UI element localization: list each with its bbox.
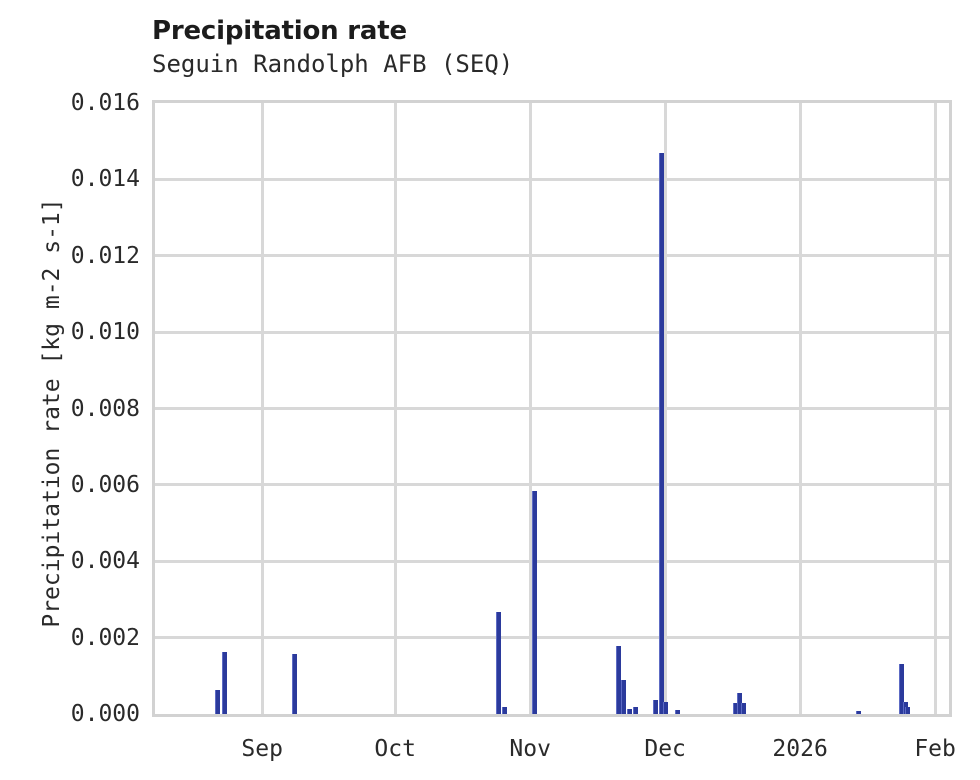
- gridline-vertical: [798, 103, 802, 714]
- gridline-vertical: [933, 103, 937, 714]
- gridline-vertical: [393, 103, 397, 714]
- x-axis-tick-label: Nov: [509, 736, 551, 762]
- y-axis-tick-label: 0.006: [70, 471, 140, 498]
- gridline-vertical: [663, 103, 667, 714]
- y-axis-label: Precipitation rate [kg m-2 s-1]: [39, 198, 65, 628]
- gridline-vertical: [528, 103, 532, 714]
- gridline-vertical: [260, 103, 264, 714]
- bar: [653, 699, 659, 714]
- bar: [215, 690, 221, 714]
- bar: [502, 707, 508, 714]
- gridline-horizontal: [155, 254, 949, 258]
- chart-subtitle: Seguin Randolph AFB (SEQ): [152, 50, 514, 78]
- bar: [222, 652, 228, 714]
- gridline-horizontal: [155, 559, 949, 563]
- x-axis-tick-label: Dec: [644, 736, 686, 762]
- y-axis-tick-label: 0.014: [70, 166, 140, 193]
- bar: [855, 711, 861, 714]
- bar: [532, 490, 538, 714]
- bar: [621, 679, 627, 714]
- x-axis-tick-label: Oct: [374, 736, 416, 762]
- y-axis-tick-label: 0.004: [70, 548, 140, 575]
- bar: [627, 708, 633, 714]
- bar: [633, 706, 639, 714]
- y-axis-ticks: 0.000 0.002 0.004 0.006 0.008 0.010 0.012 0.014…: [0, 0, 140, 780]
- bar: [496, 611, 502, 714]
- gridline-horizontal: [155, 483, 949, 487]
- y-axis-tick-label: 0.010: [70, 319, 140, 346]
- x-axis-tick-label: Sep: [241, 736, 283, 762]
- gridline-horizontal: [155, 407, 949, 410]
- y-axis-tick-label: 0.012: [70, 242, 140, 269]
- x-axis-tick-label: Feb: [914, 736, 956, 762]
- x-axis-tick-label: 2026: [772, 736, 828, 762]
- bar: [291, 654, 297, 714]
- bar: [899, 664, 905, 714]
- bar: [675, 709, 681, 714]
- page-title: Precipitation rate: [152, 16, 407, 46]
- bar: [732, 703, 738, 714]
- bar: [663, 702, 669, 714]
- gridline-horizontal: [155, 330, 949, 334]
- bar: [615, 646, 621, 714]
- y-axis-tick-label: 0.016: [70, 90, 140, 116]
- bar: [736, 693, 742, 714]
- plot-inner: [155, 103, 949, 714]
- y-axis-tick-label: 0.000: [70, 701, 140, 727]
- bar: [659, 153, 665, 714]
- bar: [740, 702, 746, 714]
- gridline-horizontal: [155, 636, 949, 640]
- bar: [905, 706, 911, 714]
- gridline-horizontal: [155, 177, 949, 181]
- y-axis-tick-label: 0.002: [70, 624, 140, 651]
- y-axis-tick-label: 0.008: [70, 395, 140, 422]
- plot-area: [152, 100, 952, 717]
